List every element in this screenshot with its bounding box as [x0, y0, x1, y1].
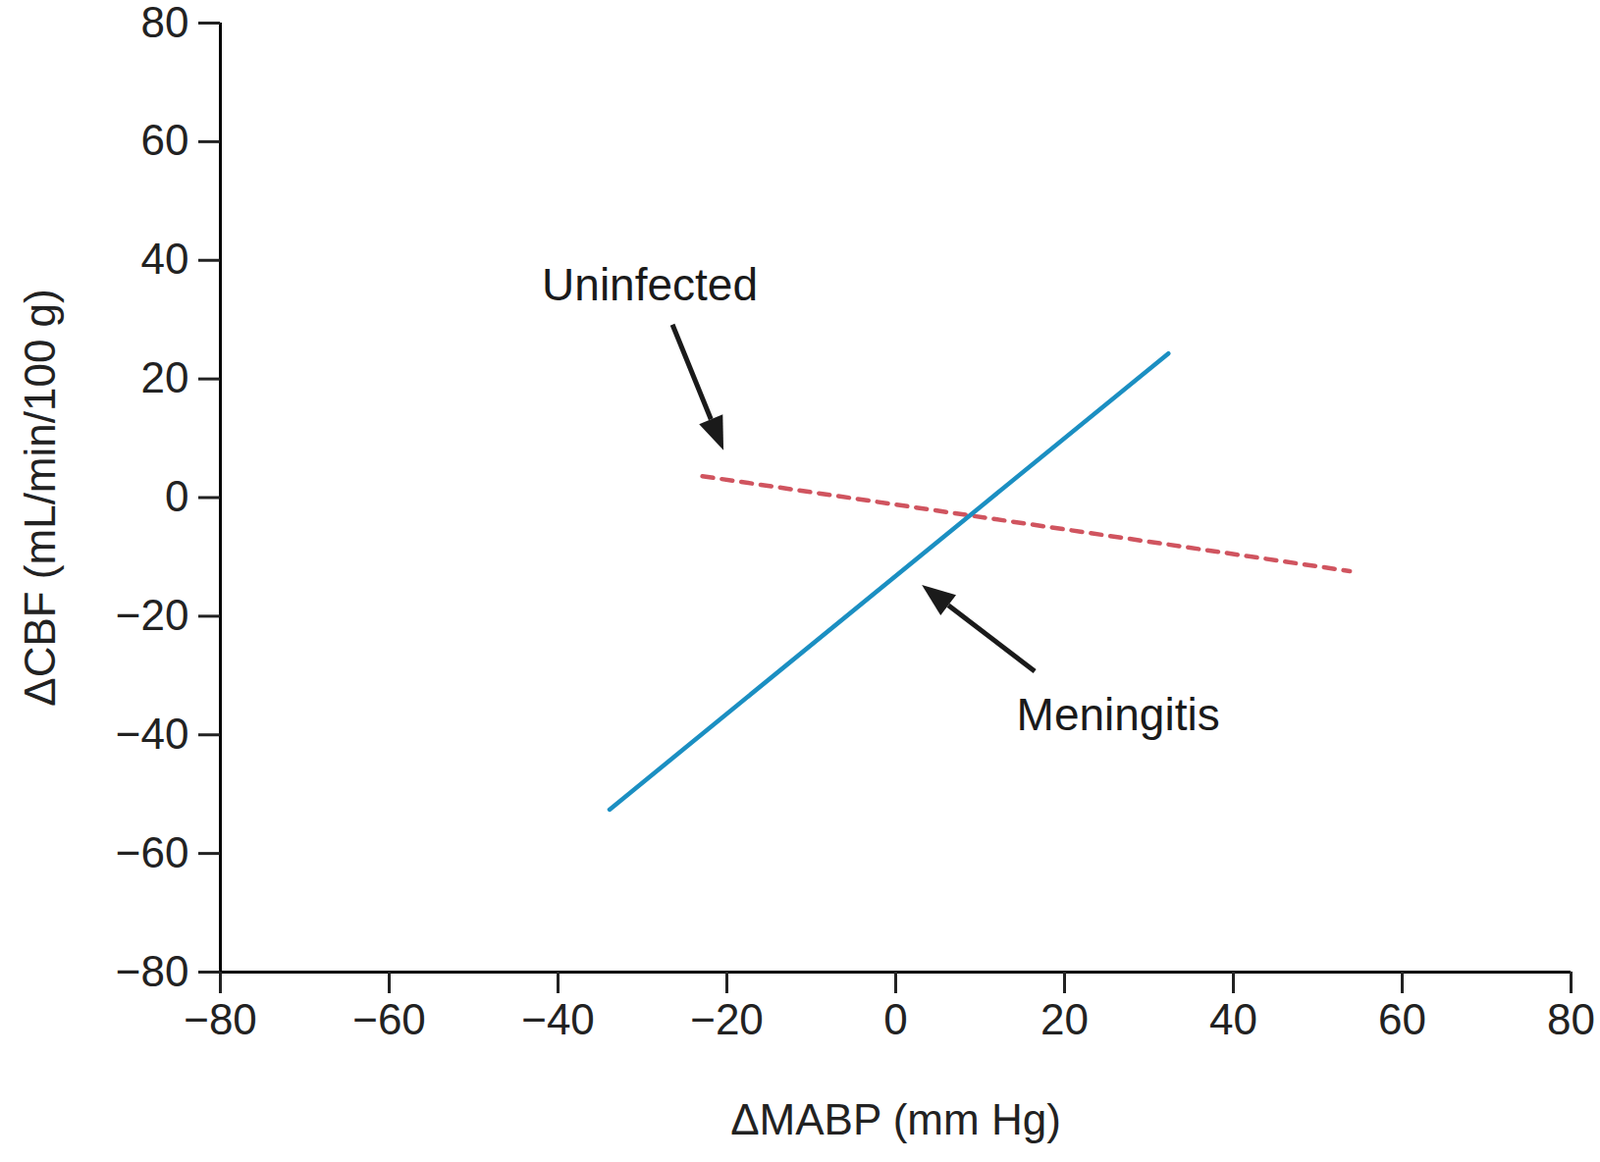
svg-text:ΔMABP (mm Hg): ΔMABP (mm Hg): [730, 1095, 1062, 1144]
svg-text:20: 20: [141, 353, 190, 402]
svg-text:−40: −40: [115, 709, 190, 758]
svg-text:60: 60: [141, 115, 190, 164]
svg-text:−20: −20: [115, 590, 190, 640]
svg-text:60: 60: [1378, 995, 1427, 1044]
svg-text:ΔCBF (mL/min/100 g): ΔCBF (mL/min/100 g): [15, 288, 64, 707]
svg-text:−20: −20: [690, 995, 764, 1044]
svg-text:−80: −80: [183, 995, 258, 1044]
svg-text:−60: −60: [115, 828, 190, 877]
svg-text:−60: −60: [352, 995, 427, 1044]
svg-text:Uninfected: Uninfected: [541, 259, 758, 311]
svg-text:Meningitis: Meningitis: [1016, 689, 1221, 741]
svg-text:−40: −40: [521, 995, 595, 1044]
svg-text:80: 80: [141, 0, 190, 47]
svg-text:0: 0: [164, 472, 189, 521]
svg-text:−80: −80: [115, 947, 190, 996]
svg-text:40: 40: [1209, 995, 1258, 1044]
svg-text:20: 20: [1040, 995, 1089, 1044]
svg-text:80: 80: [1546, 995, 1596, 1044]
svg-text:0: 0: [883, 995, 907, 1044]
svg-text:40: 40: [141, 234, 190, 283]
